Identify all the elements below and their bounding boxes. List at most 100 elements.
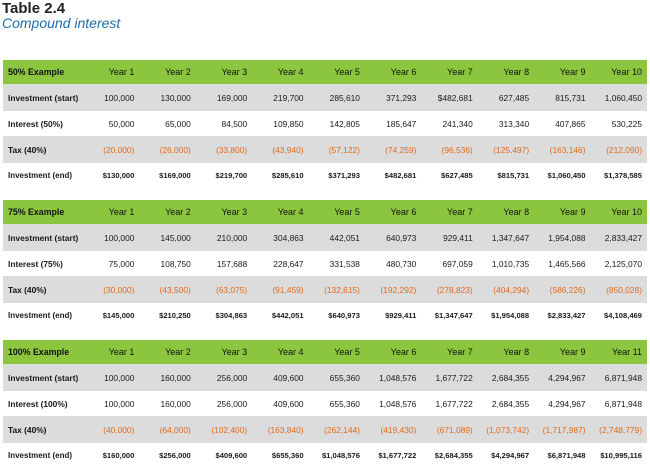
table-cell: 331,538 bbox=[308, 251, 365, 276]
table-cell: 100,000 bbox=[83, 364, 140, 391]
year-header: Year 4 bbox=[252, 60, 309, 84]
row-label: Investment (end) bbox=[3, 163, 83, 188]
table-cell: (64,000) bbox=[139, 416, 196, 443]
table-row: Investment (end) $130,000 $169,000 $219,700… bbox=[3, 163, 647, 188]
table-cell: 1,060,450 bbox=[590, 84, 647, 111]
table-cell: (132,615) bbox=[308, 276, 365, 303]
year-header: Year 1 bbox=[83, 200, 140, 224]
table-cell: $1,347,647 bbox=[421, 303, 478, 328]
table-cell: 1,010,735 bbox=[477, 251, 535, 276]
table-cell: 100,000 bbox=[83, 84, 140, 111]
table-cell: (125,497) bbox=[477, 136, 535, 163]
table-cell: 160,000 bbox=[139, 364, 196, 391]
year-header: Year 2 bbox=[139, 200, 196, 224]
row-label: Investment (start) bbox=[3, 84, 83, 111]
row-label: Investment (start) bbox=[3, 364, 83, 391]
table-cell: (91,459) bbox=[252, 276, 309, 303]
table-row: Interest (100%) 100,000 160,000 256,000 409,… bbox=[3, 391, 647, 416]
table-cell: 256,000 bbox=[195, 364, 253, 391]
table-body: 75% Example Year 1 Year 2 Year 3 Year 4 Year … bbox=[3, 200, 647, 328]
table-cell: 241,340 bbox=[421, 111, 478, 136]
table-cell: 1,048,576 bbox=[364, 391, 422, 416]
table-row: Interest (75%) 75,000 108,750 157,688 228,64… bbox=[3, 251, 647, 276]
table-cell: 100,000 bbox=[83, 224, 140, 251]
table-cell: $285,610 bbox=[252, 163, 309, 188]
table-cell: 108,750 bbox=[139, 251, 196, 276]
table-cell: $210,250 bbox=[139, 303, 196, 328]
table-cell: $4,294,967 bbox=[477, 443, 535, 468]
table-cell: (33,800) bbox=[195, 136, 253, 163]
year-header: Year 5 bbox=[308, 340, 365, 364]
table-cell: 2,125,070 bbox=[590, 251, 647, 276]
table-row: Investment (start) 100,000 160,000 256,000 4… bbox=[3, 364, 647, 391]
table-cell: $1,060,450 bbox=[534, 163, 591, 188]
year-header: Year 5 bbox=[308, 200, 365, 224]
table-cell: 185,647 bbox=[364, 111, 422, 136]
year-header: Year 1 bbox=[83, 60, 140, 84]
year-header: Year 8 bbox=[477, 340, 535, 364]
row-label: Interest (50%) bbox=[3, 111, 83, 136]
table-cell: 219,700 bbox=[252, 84, 309, 111]
table-cell: (163,840) bbox=[252, 416, 309, 443]
table-cell: 228,647 bbox=[252, 251, 309, 276]
table-cell: 160,000 bbox=[139, 391, 196, 416]
table-number: Table 2.4 bbox=[2, 0, 66, 17]
table-cell: (671,089) bbox=[421, 416, 478, 443]
table-cell: 2,833,427 bbox=[590, 224, 647, 251]
table-cell: 409,600 bbox=[252, 391, 309, 416]
table-cell: $2,684,355 bbox=[421, 443, 478, 468]
table-cell: (1,073,742) bbox=[477, 416, 535, 443]
table-cell: $256,000 bbox=[139, 443, 196, 468]
example-title: 100% Example bbox=[3, 340, 83, 364]
table-cell: 1,677,722 bbox=[421, 391, 478, 416]
table-body: 50% Example Year 1 Year 2 Year 3 Year 4 Year … bbox=[3, 60, 647, 188]
table-row: Investment (end) $145,000 $210,250 $304,863… bbox=[3, 303, 647, 328]
table-cell: (419,430) bbox=[364, 416, 422, 443]
table-cell: 530,225 bbox=[590, 111, 647, 136]
table-cell: 697,059 bbox=[421, 251, 478, 276]
table-cell: 313,340 bbox=[477, 111, 535, 136]
year-header: Year 10 bbox=[590, 60, 647, 84]
table-cell: (850,028) bbox=[590, 276, 647, 303]
table-cell: $627,485 bbox=[421, 163, 478, 188]
table-cell: $1,048,576 bbox=[308, 443, 365, 468]
table-cell: 109,850 bbox=[252, 111, 309, 136]
table-body: 100% Example Year 1 Year 2 Year 3 Year 4 Year… bbox=[3, 340, 647, 468]
table-cell: $482,681 bbox=[364, 163, 422, 188]
table-cell: 4,294,967 bbox=[534, 391, 591, 416]
table-cell: $160,000 bbox=[83, 443, 140, 468]
table-cell: $482,681 bbox=[421, 84, 478, 111]
table-cell: (2,748,779) bbox=[590, 416, 647, 443]
table-cell: (586,226) bbox=[534, 276, 591, 303]
table-cell: 2,684,355 bbox=[477, 391, 535, 416]
row-label: Interest (100%) bbox=[3, 391, 83, 416]
table-cell: $371,293 bbox=[308, 163, 365, 188]
year-header: Year 1 bbox=[83, 340, 140, 364]
year-header: Year 11 bbox=[590, 340, 647, 364]
year-header: Year 9 bbox=[534, 340, 591, 364]
table-row: Tax (40%) (20,000) (26,000) (33,800) (43,940… bbox=[3, 136, 647, 163]
year-header: Year 2 bbox=[139, 340, 196, 364]
table-row: Investment (end) $160,000 $256,000 $409,600… bbox=[3, 443, 647, 468]
table-cell: 815,731 bbox=[534, 84, 591, 111]
table-cell: (26,000) bbox=[139, 136, 196, 163]
table-header-row: 75% Example Year 1 Year 2 Year 3 Year 4 Year … bbox=[3, 200, 647, 224]
year-header: Year 4 bbox=[252, 200, 309, 224]
table-cell: 65,000 bbox=[139, 111, 196, 136]
table-cell: 210,000 bbox=[195, 224, 253, 251]
table-cell: $815,731 bbox=[477, 163, 535, 188]
table-cell: 2,684,355 bbox=[477, 364, 535, 391]
table-cell: (20,000) bbox=[83, 136, 140, 163]
table-row: Tax (40%) (30,000) (43,500) (63,075) (91,459… bbox=[3, 276, 647, 303]
year-header: Year 6 bbox=[364, 60, 422, 84]
table-cell: 1,677,722 bbox=[421, 364, 478, 391]
table-cell: $409,600 bbox=[195, 443, 253, 468]
year-header: Year 6 bbox=[364, 200, 422, 224]
table-cell: 304,863 bbox=[252, 224, 309, 251]
row-label: Investment (end) bbox=[3, 303, 83, 328]
table-cell: 285,610 bbox=[308, 84, 365, 111]
table-cell: $304,863 bbox=[195, 303, 253, 328]
table-cell: 409,600 bbox=[252, 364, 309, 391]
row-label: Investment (end) bbox=[3, 443, 83, 468]
table-cell: (74,259) bbox=[364, 136, 422, 163]
